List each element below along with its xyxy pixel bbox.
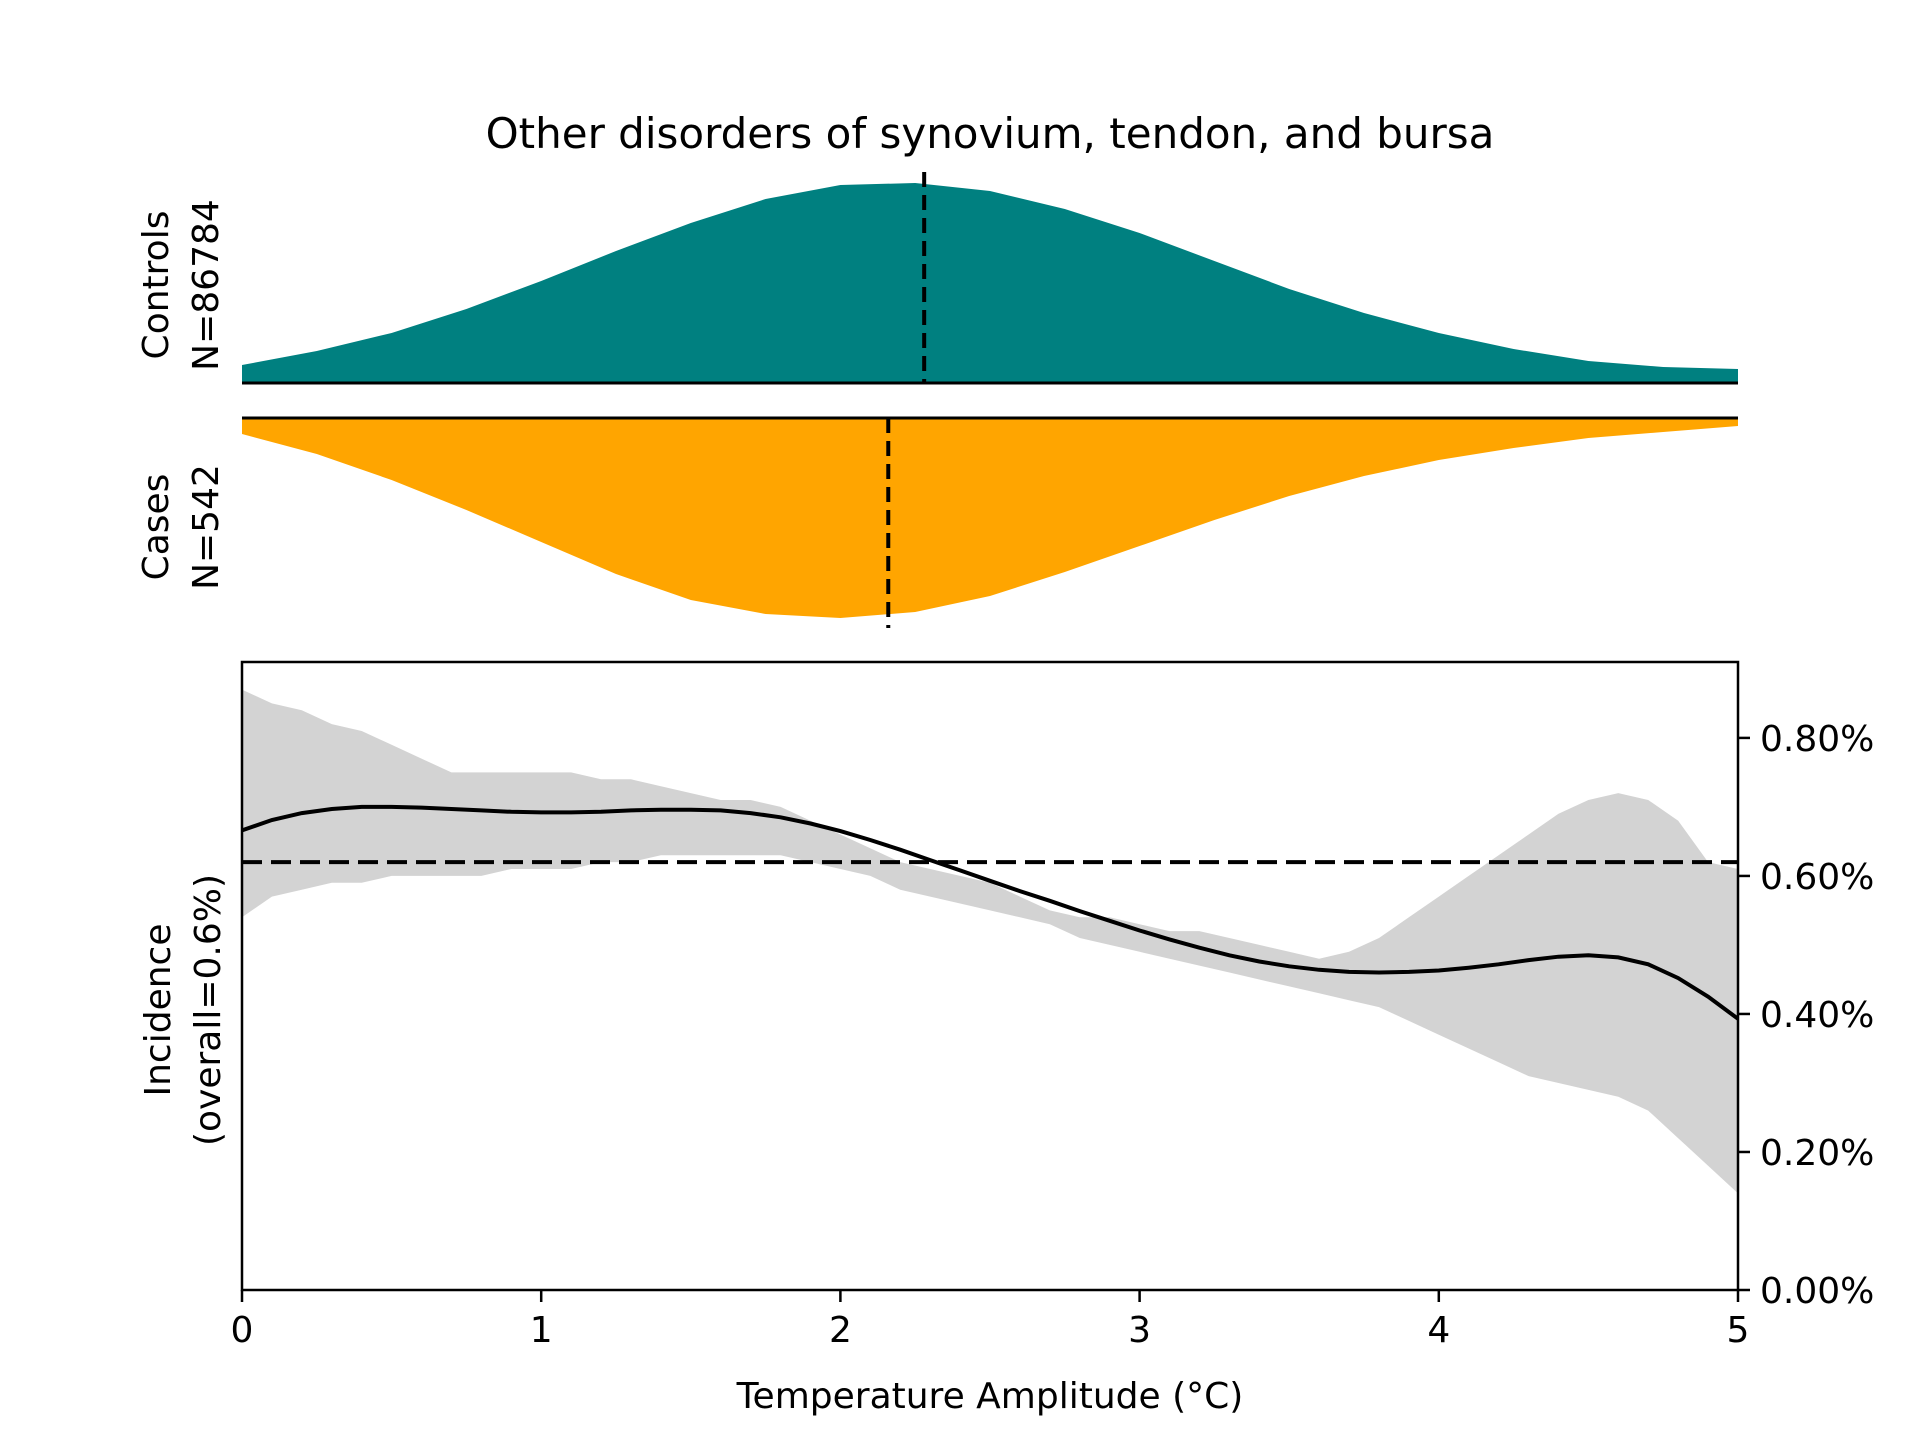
x-axis-ticks: 0 1 2 3 4 5 — [231, 1290, 1750, 1351]
cases-count: N=542 — [186, 464, 227, 590]
confidence-band — [242, 689, 1738, 1194]
cases-panel: Cases N=542 — [136, 416, 1738, 628]
controls-label: Controls — [136, 211, 177, 360]
controls-count: N=86784 — [186, 199, 227, 371]
chart-title: Other disorders of synovium, tendon, and… — [486, 109, 1495, 158]
x-tick-label: 0 — [231, 1310, 254, 1351]
x-axis-label: Temperature Amplitude (°C) — [736, 1376, 1244, 1417]
x-tick-label: 5 — [1727, 1310, 1750, 1351]
x-tick-label: 1 — [530, 1310, 553, 1351]
y-tick-label: 0.60% — [1760, 857, 1874, 898]
x-tick-label: 2 — [829, 1310, 852, 1351]
y-tick-label: 0.00% — [1760, 1271, 1874, 1312]
y-axis-ticks: 0.00% 0.20% 0.40% 0.60% 0.80% — [1738, 719, 1874, 1312]
cases-label: Cases — [136, 474, 177, 581]
incidence-ylabel: Incidence — [138, 924, 179, 1097]
x-tick-label: 4 — [1427, 1310, 1450, 1351]
cases-density-area — [242, 418, 1738, 618]
incidence-line — [241, 804, 1740, 1021]
incidence-axes-frame — [240, 660, 1740, 1292]
y-tick-label: 0.80% — [1760, 719, 1874, 760]
y-tick-label: 0.20% — [1760, 1133, 1874, 1174]
y-tick-label: 0.40% — [1760, 995, 1874, 1036]
incidence-panel: 0 1 2 3 4 5 0.00% 0.20% 0.40% 0.60% 0.80% Inciden… — [138, 660, 1874, 1417]
controls-panel: Controls N=86784 — [136, 172, 1738, 385]
controls-density-area — [242, 183, 1738, 383]
x-tick-label: 3 — [1128, 1310, 1151, 1351]
incidence-ylabel-overall: (overall=0.6%) — [188, 874, 229, 1146]
